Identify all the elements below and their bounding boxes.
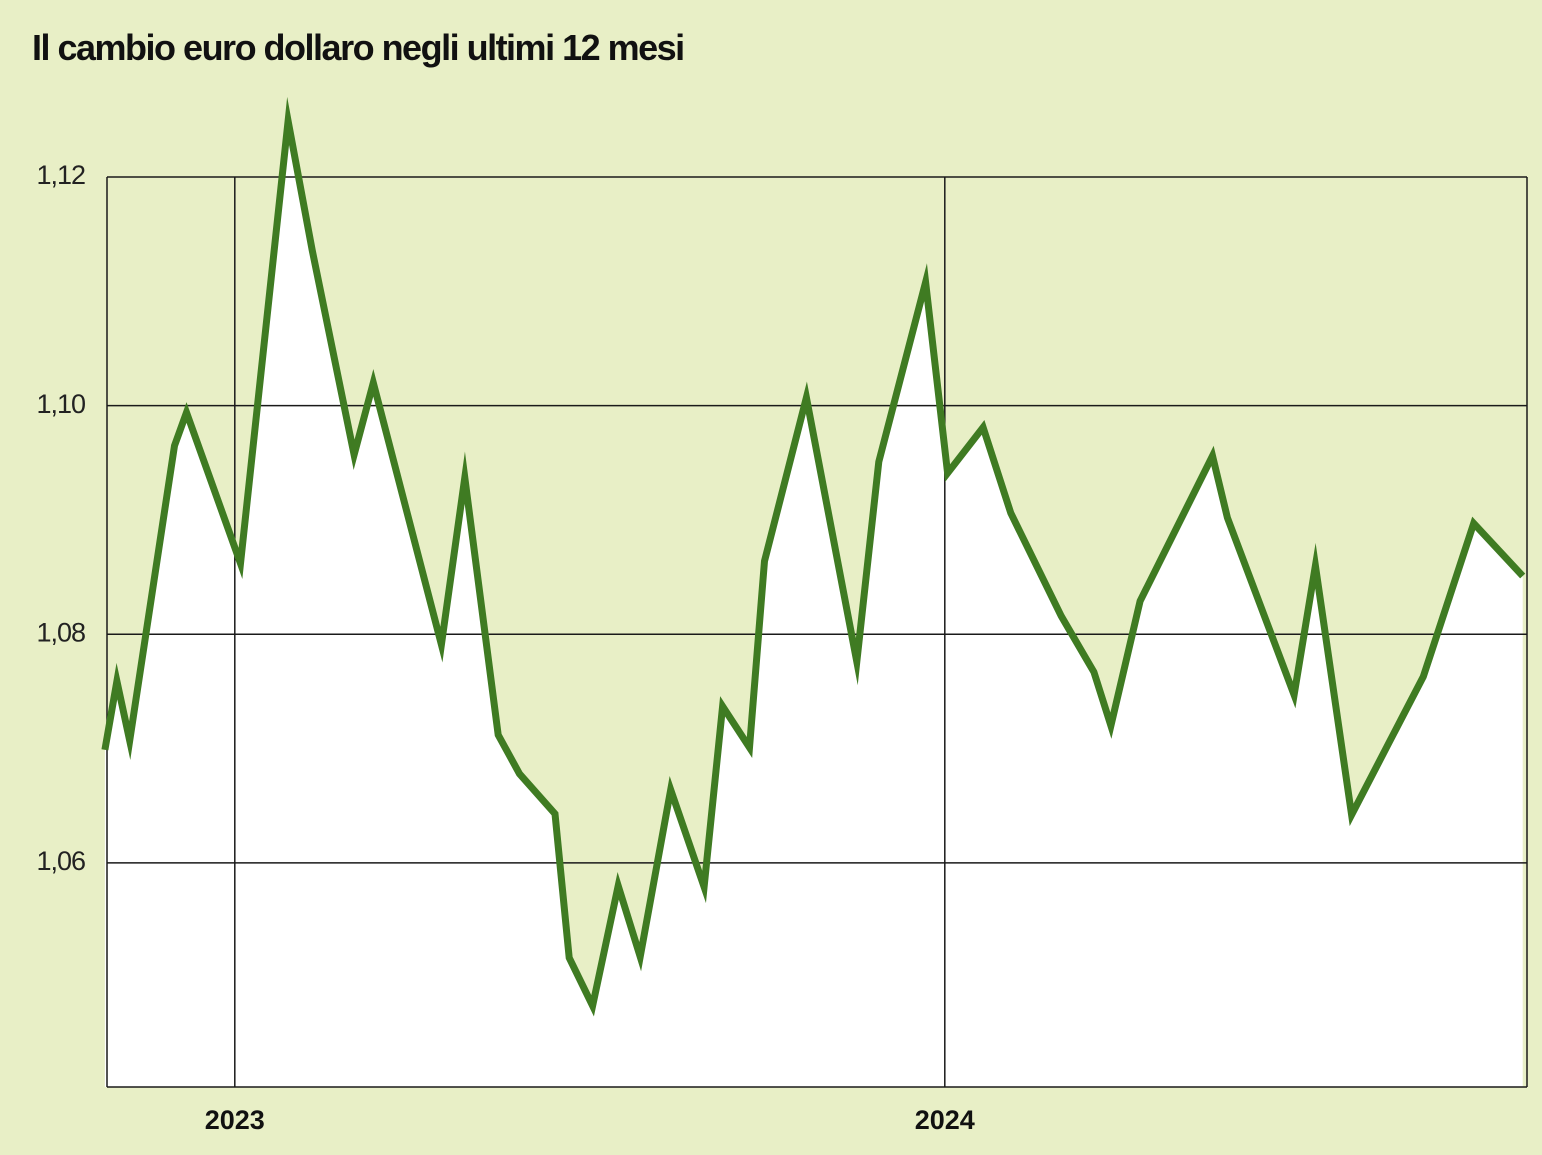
- y-tick-label: 1,08: [36, 617, 85, 647]
- x-tick-label: 2023: [205, 1105, 265, 1135]
- y-tick-label: 1,06: [36, 846, 85, 876]
- y-tick-label: 1,10: [36, 389, 85, 419]
- x-tick-label: 2024: [915, 1105, 975, 1135]
- chart-title: Il cambio euro dollaro negli ultimi 12 m…: [32, 27, 684, 68]
- line: [101, 96, 1526, 1017]
- y-tick-label: 1,12: [36, 160, 85, 190]
- area-fill: [104, 121, 1523, 1087]
